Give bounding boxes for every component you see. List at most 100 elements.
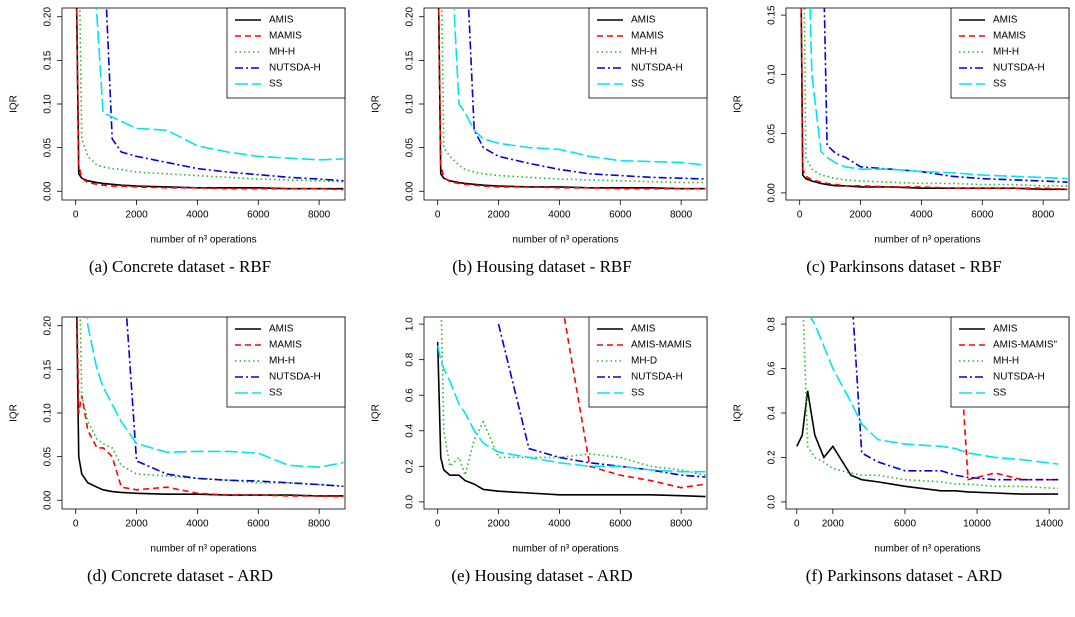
y-tick-label: 0.15 <box>767 5 778 25</box>
legend-label: MH-H <box>993 47 1019 58</box>
y-tick-label: 0.00 <box>43 490 54 510</box>
x-tick-label: 4000 <box>186 519 209 530</box>
legend-label: AMIS <box>631 15 656 26</box>
legend-box <box>588 316 708 408</box>
legend: AMIS MAMIS MH-H NUTSDA-H SS <box>950 7 1070 99</box>
plot-box <box>423 316 708 510</box>
legend-label: AMIS <box>269 324 294 335</box>
x-tick-label: 2000 <box>125 210 148 221</box>
legend-label: SS <box>269 79 283 90</box>
legend-label: AMIS-MAMIS" <box>993 340 1058 351</box>
x-tick-label: 6000 <box>609 210 632 221</box>
legend-box <box>588 7 708 99</box>
panel: 0 2000 6000 10000 14000 0.0 0.2 0.4 0.6 0.8 number… <box>733 316 1070 585</box>
legend: AMIS AMIS-MAMIS" MH-H NUTSDA-H SS <box>950 316 1070 408</box>
y-tick-label: 0.10 <box>43 94 54 114</box>
y-tick-label: 0.05 <box>405 137 416 157</box>
x-tick-label: 0 <box>73 210 79 221</box>
y-tick-label: 0.2 <box>405 459 416 473</box>
legend: AMIS MAMIS MH-H NUTSDA-H SS <box>588 7 708 99</box>
y-tick-label: 0.05 <box>43 137 54 157</box>
series-line <box>497 323 706 478</box>
x-tick-label: 0 <box>435 210 441 221</box>
y-tick-label: 0.8 <box>767 317 778 331</box>
panel: 0 2000 4000 6000 8000 0.00 0.05 0.10 0.15 number … <box>733 5 1070 276</box>
legend-label: SS <box>993 388 1007 399</box>
legend-label: AMIS <box>269 15 294 26</box>
x-tick-label: 0 <box>73 519 79 530</box>
y-tick-label: 0.10 <box>767 64 778 84</box>
legend-label: SS <box>631 79 645 90</box>
x-tick-label: 4000 <box>910 210 933 221</box>
x-tick-label: 0 <box>797 210 803 221</box>
x-axis-label: number of n³ operations <box>512 235 618 246</box>
lines <box>436 317 706 498</box>
x-tick-label: 6000 <box>247 519 270 530</box>
series-line <box>796 390 1059 495</box>
legend-label: NUTSDA-H <box>269 63 321 74</box>
lines <box>800 8 1068 191</box>
legend-label: SS <box>993 79 1007 90</box>
legend-label: MAMIS <box>269 31 302 42</box>
x-tick-label: 0 <box>794 519 800 530</box>
legend-box <box>950 316 1070 408</box>
y-axis-label: IQR <box>9 95 20 113</box>
series-line <box>800 8 1068 191</box>
y-tick-label: 0.15 <box>43 359 54 379</box>
legend-label: MAMIS <box>993 31 1026 42</box>
y-tick-label: 0.8 <box>405 352 416 366</box>
x-tick-label: 6000 <box>894 519 917 530</box>
x-axis-label: number of n³ operations <box>512 544 618 555</box>
y-tick-label: 0.2 <box>767 450 778 464</box>
x-axis-label: number of n³ operations <box>150 235 256 246</box>
series-line <box>86 317 344 468</box>
series-line <box>436 345 706 473</box>
legend-label: MAMIS <box>631 31 664 42</box>
caption: (e) Housing dataset - ARD <box>451 566 632 585</box>
panel: 0 2000 4000 6000 8000 0.00 0.05 0.10 0.15 0.20 num… <box>9 7 346 276</box>
legend-label: MH-D <box>631 356 657 367</box>
legend-label: MH-H <box>993 356 1019 367</box>
legend-label: MAMIS <box>269 340 302 351</box>
x-axis-label: number of n³ operations <box>150 544 256 555</box>
x-tick-label: 4000 <box>186 210 209 221</box>
series-line <box>823 8 1068 184</box>
x-tick-label: 2000 <box>822 519 845 530</box>
x-tick-label: 8000 <box>1032 210 1055 221</box>
legend-box <box>226 7 346 99</box>
y-tick-label: 0.20 <box>405 7 416 27</box>
x-tick-label: 8000 <box>308 519 331 530</box>
series-line <box>437 8 706 190</box>
lines <box>796 317 1059 495</box>
legend-box <box>226 316 346 408</box>
x-tick-label: 2000 <box>487 519 510 530</box>
series-line <box>76 317 344 498</box>
series-line <box>809 8 1068 180</box>
y-tick-label: 0.15 <box>405 50 416 70</box>
y-tick-label: 0.10 <box>405 94 416 114</box>
legend: AMIS AMIS-MAMIS MH-D NUTSDA-H SS <box>588 316 708 408</box>
y-tick-label: 0.20 <box>43 7 54 27</box>
x-tick-label: 6000 <box>609 519 632 530</box>
series-line <box>809 317 1059 465</box>
x-tick-label: 2000 <box>849 210 872 221</box>
legend-label: AMIS <box>993 324 1018 335</box>
legend-label: SS <box>631 388 645 399</box>
caption: (b) Housing dataset - RBF <box>452 257 631 276</box>
y-axis-label: IQR <box>733 95 744 113</box>
series-line <box>79 8 344 183</box>
series-line <box>563 317 706 489</box>
legend-label: SS <box>269 388 283 399</box>
y-tick-label: 0.00 <box>767 183 778 203</box>
legend-label: MH-H <box>269 47 295 58</box>
panel: 0 2000 4000 6000 8000 0.00 0.05 0.10 0.15 0.20 num… <box>9 316 346 585</box>
caption: (a) Concrete dataset - RBF <box>89 257 271 276</box>
x-tick-label: 8000 <box>308 210 331 221</box>
lines <box>75 317 344 498</box>
series-line <box>436 341 706 498</box>
legend-label: NUTSDA-H <box>631 63 683 74</box>
x-axis-label: number of n³ operations <box>874 544 980 555</box>
y-tick-label: 0.05 <box>767 123 778 143</box>
y-tick-label: 0.00 <box>43 181 54 201</box>
series-line <box>453 8 706 166</box>
